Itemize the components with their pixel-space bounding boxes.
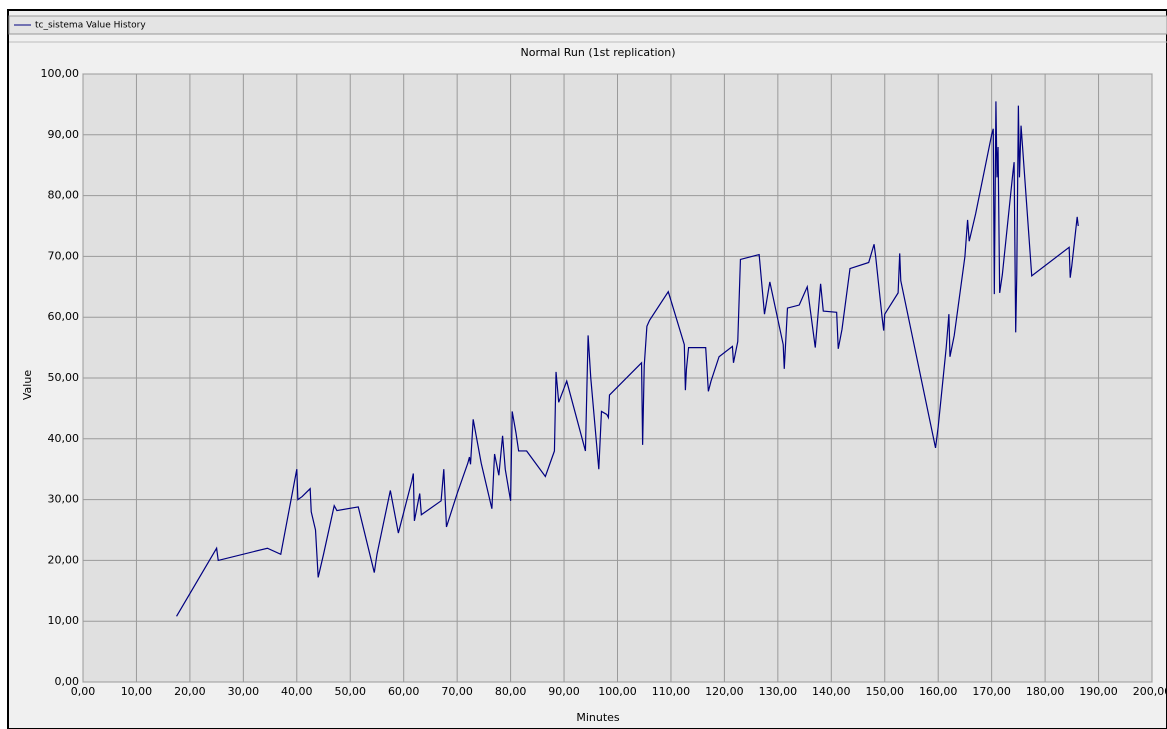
x-tick-label: 0,00	[71, 685, 96, 698]
x-tick-label: 50,00	[335, 685, 367, 698]
x-tick-label: 80,00	[495, 685, 527, 698]
x-tick-label: 100,00	[598, 685, 637, 698]
x-tick-label: 10,00	[121, 685, 153, 698]
y-tick-label: 80,00	[48, 189, 80, 202]
x-tick-label: 60,00	[388, 685, 420, 698]
x-tick-label: 90,00	[548, 685, 580, 698]
x-tick-label: 70,00	[441, 685, 473, 698]
y-tick-label: 60,00	[48, 310, 80, 323]
y-tick-label: 10,00	[48, 614, 80, 627]
series-line	[176, 101, 1079, 617]
x-tick-label: 40,00	[281, 685, 313, 698]
y-tick-label: 0,00	[55, 675, 80, 688]
x-tick-label: 30,00	[228, 685, 260, 698]
x-tick-label: 140,00	[812, 685, 851, 698]
y-tick-label: 100,00	[41, 67, 80, 80]
x-tick-label: 130,00	[759, 685, 798, 698]
y-tick-label: 30,00	[48, 493, 80, 506]
x-tick-label: 150,00	[866, 685, 905, 698]
y-axis-label: Value	[21, 370, 34, 400]
legend-bar	[8, 15, 1167, 35]
x-tick-label: 120,00	[705, 685, 744, 698]
legend-label: tc_sistema Value History	[35, 21, 146, 31]
x-tick-label: 110,00	[652, 685, 691, 698]
y-tick-label: 70,00	[48, 249, 80, 262]
y-tick-label: 90,00	[48, 128, 80, 141]
x-tick-label: 170,00	[972, 685, 1011, 698]
y-tick-label: 40,00	[48, 432, 80, 445]
x-axis-label: Minutes	[576, 711, 620, 724]
x-tick-label: 190,00	[1079, 685, 1118, 698]
x-tick-label: 160,00	[919, 685, 958, 698]
x-tick-label: 200,00	[1133, 685, 1167, 698]
x-tick-label: 20,00	[174, 685, 206, 698]
x-tick-label: 180,00	[1026, 685, 1065, 698]
chart-title: Normal Run (1st replication)	[520, 46, 675, 59]
y-tick-label: 50,00	[48, 371, 80, 384]
y-tick-label: 20,00	[48, 553, 80, 566]
